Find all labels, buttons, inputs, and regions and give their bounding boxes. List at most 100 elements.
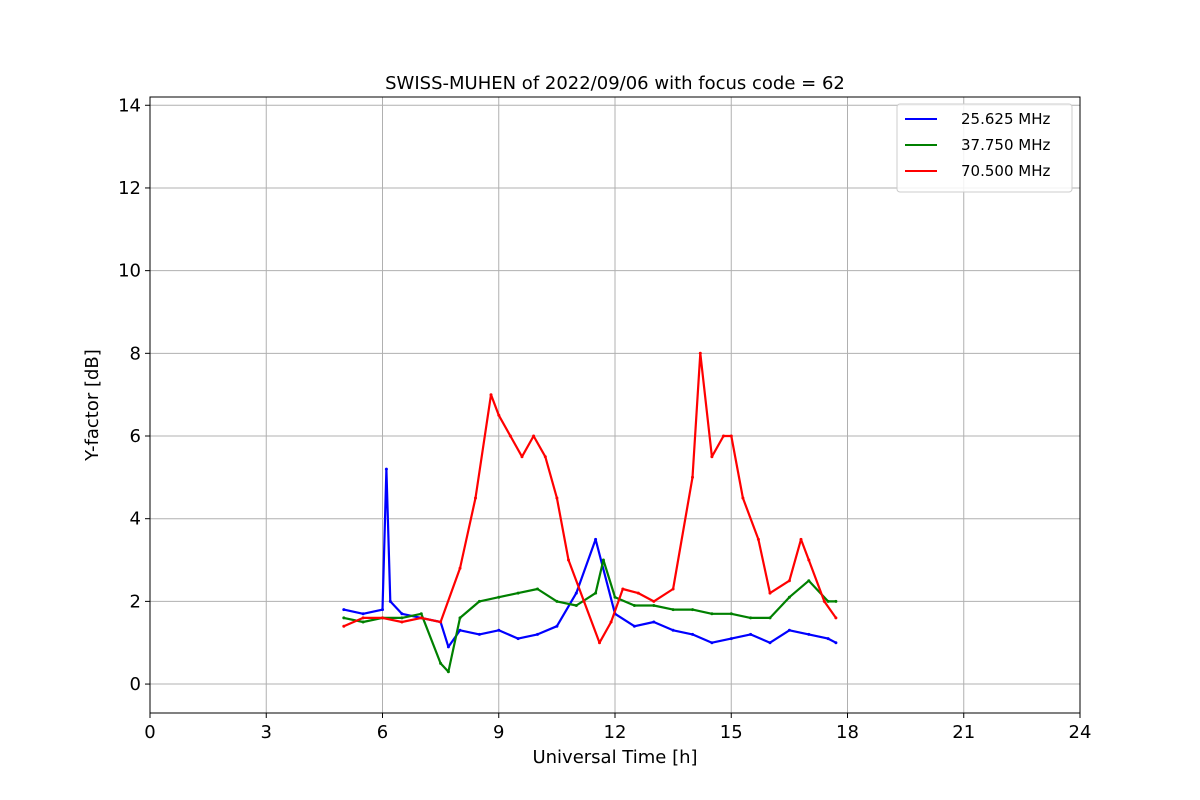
series-line-1 [343, 468, 837, 649]
series-1-point [388, 599, 392, 603]
series-3-point [609, 620, 613, 624]
legend-label-3: 70.500 MHz [961, 162, 1050, 180]
y-tick-label: 4 [130, 509, 141, 530]
series-3-point [342, 624, 346, 628]
series-2-point [458, 616, 462, 620]
series-3-point [787, 579, 791, 583]
x-tick-label: 0 [144, 722, 155, 743]
series-3-point [489, 393, 493, 397]
y-tick-label: 12 [118, 178, 141, 199]
y-tick-label: 2 [130, 591, 141, 612]
series-3-point [768, 591, 772, 595]
series-3-point [621, 587, 625, 591]
series-3-point [381, 616, 384, 620]
series-2-point [652, 604, 656, 607]
series-1-point [458, 628, 462, 632]
grid [149, 97, 1081, 713]
series-3-point [458, 566, 462, 570]
series-3-point [698, 351, 702, 355]
series-3-point [799, 537, 803, 541]
series-1-point [787, 628, 791, 632]
series-3-point [474, 496, 477, 500]
series-2-point [574, 604, 578, 607]
series-2-point [787, 595, 791, 599]
series-line-3 [343, 352, 837, 644]
series-2-point [834, 599, 838, 603]
legend-label-1: 25.625 MHz [961, 110, 1050, 128]
legend-label-2: 37.750 MHz [961, 136, 1050, 154]
series-2-point [555, 599, 559, 603]
series-3-point [756, 537, 760, 541]
series-3-point [598, 641, 601, 645]
series-3-point [400, 620, 404, 624]
legend-box [896, 103, 1073, 193]
series-3-point [532, 434, 536, 438]
y-tick-label: 0 [130, 674, 141, 695]
series-2-point [477, 599, 481, 603]
series-2-point [439, 661, 443, 665]
series-3-point [636, 591, 640, 595]
series-3-point [671, 587, 675, 591]
series-1-point [477, 632, 481, 636]
series-3-point [361, 616, 365, 620]
series-2-point [632, 604, 636, 607]
series-1-point [574, 591, 578, 595]
series-1-point [710, 641, 714, 645]
series-layer [342, 351, 838, 674]
series-3-point [567, 558, 570, 562]
series-1-point [381, 608, 384, 612]
x-tick-label: 24 [1069, 722, 1092, 743]
series-2-point [419, 612, 423, 616]
series-1-point [497, 628, 501, 632]
series-1-point [384, 467, 388, 471]
series-2-point [536, 587, 539, 591]
y-tick-label: 14 [118, 95, 141, 116]
series-1-point [516, 637, 520, 641]
series-2-point [710, 612, 714, 616]
x-tick-label: 18 [836, 722, 859, 743]
series-3-point [652, 599, 656, 603]
series-3-point [722, 434, 725, 438]
series-1-point [691, 632, 694, 636]
series-3-point [691, 475, 694, 479]
series-3-point [834, 616, 838, 620]
y-tick-label: 6 [130, 426, 141, 447]
x-tick-label: 3 [261, 722, 272, 743]
series-1-point [768, 641, 772, 645]
series-3-point [508, 434, 512, 438]
series-1-point [400, 612, 404, 616]
series-2-point [768, 616, 772, 620]
series-3-point [520, 455, 524, 459]
x-tick-label: 21 [952, 722, 975, 743]
series-1-point [834, 641, 838, 645]
chart-title: SWISS-MUHEN of 2022/09/06 with focus cod… [385, 73, 845, 94]
legend: 25.625 MHz 37.750 MHz 70.500 MHz [896, 103, 1073, 193]
series-1-point [807, 632, 811, 636]
series-2-point [361, 620, 365, 624]
series-1-point [361, 612, 365, 616]
series-3-point [741, 496, 745, 500]
y-tick-label: 10 [118, 261, 141, 282]
series-2-point [497, 595, 501, 599]
series-1-point [632, 624, 636, 628]
series-3-point [822, 599, 826, 603]
series-2-point [691, 608, 694, 612]
series-1-point [749, 632, 753, 636]
series-3-point [543, 455, 547, 459]
series-3-point [807, 558, 811, 562]
series-3-point [419, 616, 423, 620]
y-axis-label: Y-factor [dB] [82, 349, 103, 462]
series-3-point [582, 599, 586, 603]
x-tick-label: 9 [493, 722, 504, 743]
series-2-point [342, 616, 346, 620]
x-tick-label: 12 [604, 722, 627, 743]
series-2-point [807, 579, 811, 583]
x-tick-label: 15 [720, 722, 743, 743]
y-tick-label: 8 [130, 343, 141, 364]
x-axis-label: Universal Time [h] [532, 747, 697, 768]
series-1-point [555, 624, 559, 628]
series-1-point [729, 637, 733, 641]
series-1-point [826, 637, 830, 641]
